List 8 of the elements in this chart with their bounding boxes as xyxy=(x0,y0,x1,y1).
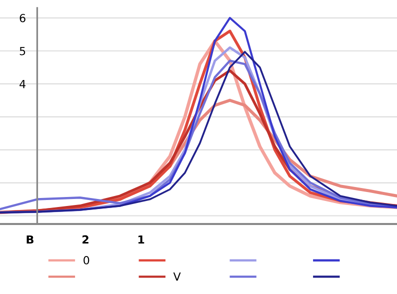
y-tick-label: 4 xyxy=(20,80,26,88)
y-tick-label: 6 xyxy=(20,14,26,22)
x-tick-label: 1 xyxy=(138,235,144,244)
y-tick-label: 5 xyxy=(20,46,26,56)
legend-label: V xyxy=(173,272,181,281)
legend-label: 0 xyxy=(84,256,90,264)
x-tick-label: 2 xyxy=(82,235,88,244)
x-tick-label: B xyxy=(26,235,34,244)
